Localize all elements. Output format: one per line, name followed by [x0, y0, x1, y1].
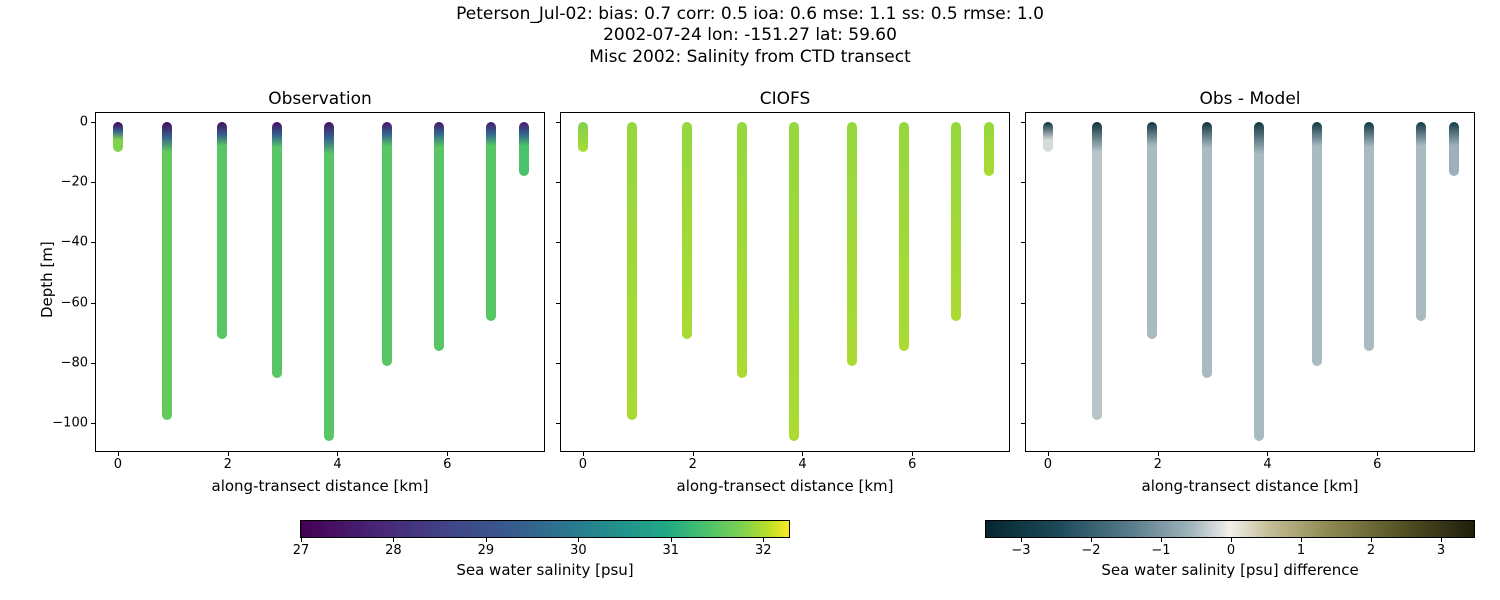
xtick-label: 6	[908, 451, 916, 472]
ytick-mark	[556, 122, 561, 123]
xtick-label: 6	[443, 451, 451, 472]
colorbar-label: Sea water salinity [psu] difference	[986, 537, 1474, 579]
ctd-profile	[382, 122, 392, 366]
ytick-mark	[556, 363, 561, 364]
ytick-label: −40	[61, 235, 96, 250]
suptitle-line2: 2002-07-24 lon: -151.27 lat: 59.60	[0, 25, 1500, 46]
ctd-profile	[1254, 122, 1264, 441]
panel-observation: Observation0−20−40−60−80−100Depth [m]024…	[95, 112, 545, 452]
xtick-label: 2	[1154, 451, 1162, 472]
panel-title: CIOFS	[561, 89, 1009, 109]
ytick-mark	[556, 423, 561, 424]
ytick-mark	[1021, 423, 1026, 424]
ytick-mark	[1021, 242, 1026, 243]
ytick-mark	[556, 242, 561, 243]
xlabel: along-transect distance [km]	[561, 477, 1009, 495]
ytick-mark	[1021, 182, 1026, 183]
xtick-label: 0	[114, 451, 122, 472]
ctd-profile	[324, 122, 334, 441]
ctd-profile	[1043, 122, 1053, 152]
figure: Peterson_Jul-02: bias: 0.7 corr: 0.5 ioa…	[0, 0, 1500, 600]
xtick-label: 4	[333, 451, 341, 472]
xtick-label: 0	[1044, 451, 1052, 472]
ctd-profile	[519, 122, 529, 176]
ctd-profile	[847, 122, 857, 366]
xtick-label: 4	[1263, 451, 1271, 472]
ctd-profile	[1312, 122, 1322, 366]
ctd-profile	[682, 122, 692, 339]
xtick-label: 2	[224, 451, 232, 472]
panel-ciofs: CIOFS0246along-transect distance [km]	[560, 112, 1010, 452]
ctd-profile	[272, 122, 282, 378]
ctd-profile	[486, 122, 496, 321]
xtick-label: 0	[579, 451, 587, 472]
ctd-profile	[1202, 122, 1212, 378]
ctd-profile	[1147, 122, 1157, 339]
suptitle-line3: Misc 2002: Salinity from CTD transect	[0, 47, 1500, 68]
colorbar-salinity: 272829303132Sea water salinity [psu]	[300, 520, 790, 538]
ctd-profile	[951, 122, 961, 321]
ytick-label: 0	[80, 115, 96, 130]
ctd-profile	[627, 122, 637, 420]
ctd-profile	[113, 122, 123, 152]
ctd-profile	[217, 122, 227, 339]
ctd-profile	[789, 122, 799, 441]
panel-title: Obs - Model	[1026, 89, 1474, 109]
ctd-profile	[1416, 122, 1426, 321]
ytick-label: −60	[61, 295, 96, 310]
ytick-mark	[556, 182, 561, 183]
panel-title: Observation	[96, 89, 544, 109]
ytick-mark	[1021, 122, 1026, 123]
ctd-profile	[1364, 122, 1374, 351]
ytick-label: −80	[61, 355, 96, 370]
colorbar-label: Sea water salinity [psu]	[301, 537, 789, 579]
ctd-profile	[899, 122, 909, 351]
ctd-profile	[434, 122, 444, 351]
colorbar-difference: −3−2−10123Sea water salinity [psu] diffe…	[985, 520, 1475, 538]
ctd-profile	[1449, 122, 1459, 176]
suptitle-line1: Peterson_Jul-02: bias: 0.7 corr: 0.5 ioa…	[0, 4, 1500, 25]
xlabel: along-transect distance [km]	[1026, 477, 1474, 495]
xlabel: along-transect distance [km]	[96, 477, 544, 495]
xtick-label: 4	[798, 451, 806, 472]
ylabel: Depth [m]	[38, 241, 56, 318]
figure-suptitle: Peterson_Jul-02: bias: 0.7 corr: 0.5 ioa…	[0, 4, 1500, 68]
ytick-label: −100	[52, 415, 96, 430]
xtick-label: 6	[1373, 451, 1381, 472]
panel-obs-minus-model: Obs - Model0246along-transect distance […	[1025, 112, 1475, 452]
ctd-profile	[578, 122, 588, 152]
ytick-label: −20	[61, 175, 96, 190]
ytick-mark	[1021, 303, 1026, 304]
ctd-profile	[984, 122, 994, 176]
ctd-profile	[162, 122, 172, 420]
ytick-mark	[1021, 363, 1026, 364]
ctd-profile	[1092, 122, 1102, 420]
ytick-mark	[556, 303, 561, 304]
xtick-label: 2	[689, 451, 697, 472]
ctd-profile	[737, 122, 747, 378]
